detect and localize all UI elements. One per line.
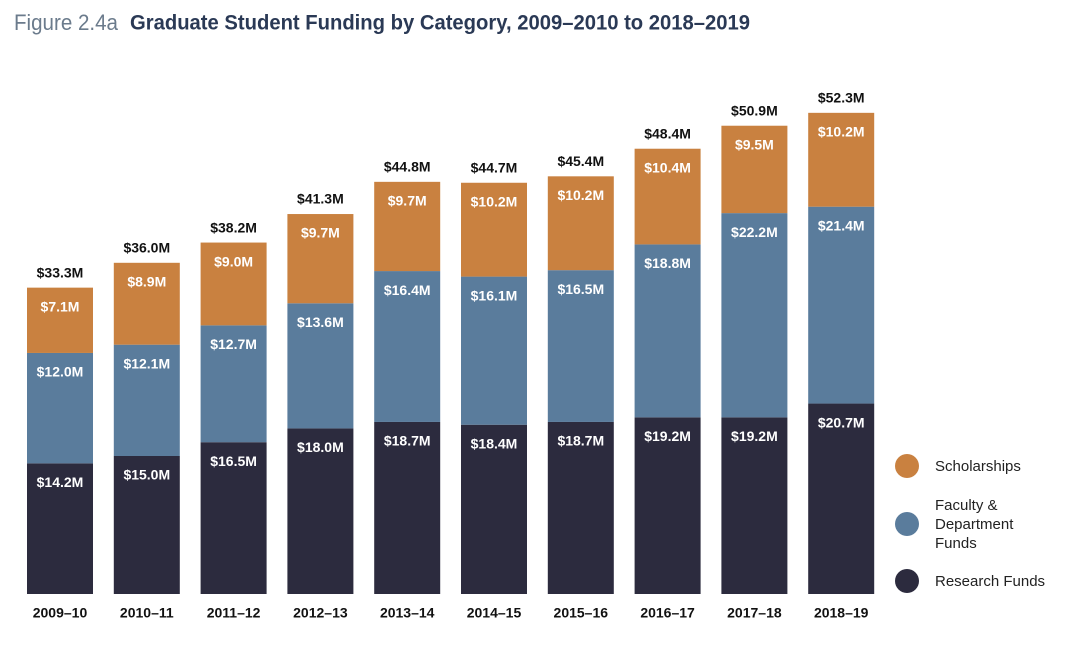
total-label: $38.2M [210,219,257,235]
value-label: $10.2M [471,193,518,209]
bar-segment [113,344,180,456]
bar-segment [27,352,93,464]
bar-segment [547,176,614,271]
bar-segment [374,421,441,594]
bar-segment [721,125,788,214]
value-label: $10.2M [557,187,604,203]
legend-swatch [895,454,919,478]
bar-segment [287,303,354,429]
total-label: $33.3M [37,264,84,280]
bar-segment [461,424,527,594]
value-label: $10.4M [644,159,691,175]
bar-segment [200,325,267,443]
value-label: $20.7M [818,414,865,430]
bar-segment [374,181,441,272]
bar-segment [461,182,527,277]
chart-title: Graduate Student Funding by Category, 20… [130,12,750,35]
value-label: $12.7M [210,336,257,352]
total-label: $45.4M [557,153,604,169]
figure-label: Figure 2.4a [14,10,119,35]
total-label: $41.3M [297,191,344,207]
bar-segment [808,206,875,404]
total-label: $48.4M [644,125,691,141]
legend-swatch [895,569,919,593]
value-label: $15.0M [123,467,170,483]
value-label: $18.8M [644,255,691,271]
bar-segment [113,262,180,345]
value-label: $18.4M [471,435,518,451]
bar-segment [27,463,93,594]
bar-segment [634,148,701,245]
value-label: $9.0M [214,253,253,269]
value-label: $9.7M [388,193,427,209]
legend-label: Faculty & Department Funds [935,496,1014,552]
bar-segment [287,214,354,304]
value-label: $16.1M [471,287,518,303]
x-tick-label: 2014–15 [467,605,522,621]
value-label: $12.0M [37,364,84,380]
x-tick-label: 2015–16 [554,605,609,621]
bar-segment [808,112,875,207]
total-label: $52.3M [818,90,865,106]
bar-segment [808,403,875,594]
x-tick-label: 2010–11 [120,605,174,621]
bar-segment [547,270,614,422]
value-label: $18.7M [384,433,431,449]
value-label: $8.9M [127,274,166,290]
bar-segment [200,442,267,594]
bar-segment [374,271,441,422]
total-label: $50.9M [731,102,778,118]
bar-segment [634,244,701,418]
x-tick-label: 2012–13 [293,605,348,621]
value-label: $16.5M [210,453,257,469]
x-tick-label: 2013–14 [380,605,435,621]
total-label: $44.8M [384,159,431,175]
bar-segment [461,276,527,425]
bar-segment [27,287,93,353]
legend-swatch [895,512,919,536]
x-tick-label: 2009–10 [33,605,88,621]
total-label: $36.0M [123,240,170,256]
value-label: $13.6M [297,314,344,330]
value-label: $10.2M [818,124,865,140]
value-label: $18.0M [297,439,344,455]
bar-segment [721,213,788,418]
legend-label: Scholarships [935,457,1021,475]
value-label: $9.7M [301,225,340,241]
bar-segment [200,242,267,326]
bar-segment [287,428,354,594]
value-label: $7.1M [41,298,80,314]
value-label: $18.7M [557,433,604,449]
legend-label: Research Funds [935,572,1046,590]
x-tick-label: 2016–17 [640,605,695,621]
x-tick-label: 2011–12 [207,605,261,621]
value-label: $12.1M [123,355,170,371]
bar-segment [547,421,614,594]
bar-segment [721,417,788,594]
value-label: $21.4M [818,217,865,233]
value-label: $19.2M [644,428,691,444]
x-tick-label: 2018–19 [814,605,869,621]
value-label: $19.2M [731,428,778,444]
bar-segment [634,417,701,594]
total-label: $44.7M [471,159,518,175]
x-tick-label: 2017–18 [727,605,782,621]
value-label: $22.2M [731,224,778,240]
value-label: $16.5M [557,281,604,297]
value-label: $16.4M [384,282,431,298]
bar-segment [113,456,180,594]
value-label: $14.2M [37,474,84,490]
value-label: $9.5M [735,136,774,152]
